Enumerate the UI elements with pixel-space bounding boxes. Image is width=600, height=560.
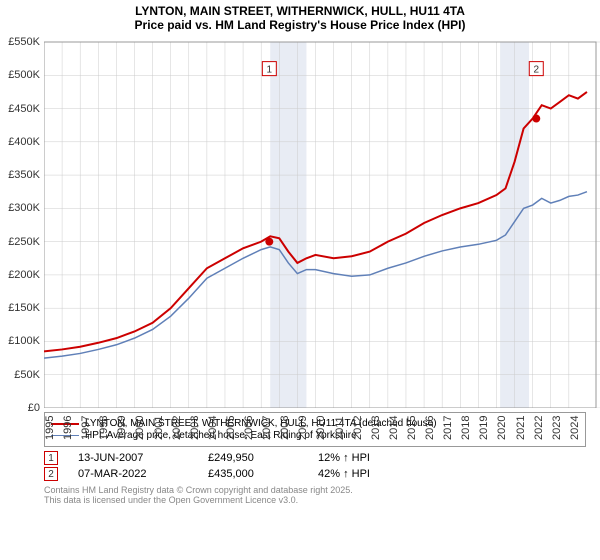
x-tick-label: 2013 [370,416,382,440]
x-tick-label: 1998 [98,416,110,440]
x-tick-label: 2020 [496,416,508,440]
chart-title: LYNTON, MAIN STREET, WITHERNWICK, HULL, … [4,4,596,32]
y-tick-label: £450K [8,103,40,115]
y-tick-label: £250K [8,236,40,248]
x-tick-label: 2022 [533,416,545,440]
svg-text:1: 1 [267,65,273,76]
marker-badge: 1 [44,451,58,465]
marker-pct: 12% ↑ HPI [318,452,370,464]
y-tick-label: £200K [8,269,40,281]
marker-row: 2 07-MAR-2022 £435,000 42% ↑ HPI [44,467,586,481]
x-tick-label: 2015 [406,416,418,440]
y-tick-label: £50K [14,369,40,381]
x-tick-label: 1997 [80,416,92,440]
marker-row: 1 13-JUN-2007 £249,950 12% ↑ HPI [44,451,586,465]
x-tick-label: 2006 [243,416,255,440]
x-tick-label: 1996 [62,416,74,440]
x-tick-label: 2012 [352,416,364,440]
title-line1: LYNTON, MAIN STREET, WITHERNWICK, HULL, … [4,4,596,18]
footer-line2: This data is licensed under the Open Gov… [44,495,586,505]
x-tick-label: 2000 [134,416,146,440]
y-tick-label: £550K [8,36,40,48]
x-tick-label: 2003 [189,416,201,440]
x-tick-label: 2011 [334,416,346,440]
x-tick-label: 1995 [44,416,56,440]
x-tick-label: 2023 [551,416,563,440]
x-tick-label: 2019 [478,416,490,440]
footer: Contains HM Land Registry data © Crown c… [44,485,586,505]
x-tick-label: 2008 [279,416,291,440]
x-tick-label: 2002 [171,416,183,440]
marker-price: £435,000 [208,468,298,480]
marker-date: 07-MAR-2022 [78,468,188,480]
x-tick-label: 2001 [153,416,165,440]
y-tick-label: £0 [28,402,40,414]
x-tick-label: 2018 [460,416,472,440]
x-tick-label: 2014 [388,416,400,440]
y-tick-label: £100K [8,335,40,347]
x-tick-label: 2005 [225,416,237,440]
marker-price: £249,950 [208,452,298,464]
marker-date: 13-JUN-2007 [78,452,188,464]
x-tick-label: 1999 [116,416,128,440]
plot-svg: 12 [44,38,600,408]
y-tick-label: £150K [8,302,40,314]
x-tick-label: 2016 [424,416,436,440]
y-tick-label: £350K [8,169,40,181]
x-tick-label: 2021 [515,416,527,440]
x-tick-label: 2024 [569,416,581,440]
y-tick-label: £500K [8,69,40,81]
x-tick-label: 2010 [315,416,327,440]
x-tick-label: 2017 [442,416,454,440]
x-tick-label: 2007 [261,416,273,440]
y-tick-label: £300K [8,202,40,214]
marker-pct: 42% ↑ HPI [318,468,370,480]
x-tick-label: 2004 [207,416,219,440]
marker-badge: 2 [44,467,58,481]
marker-rows: 1 13-JUN-2007 £249,950 12% ↑ HPI 2 07-MAR… [4,451,596,481]
plot-area: 12 £0£50K£100K£150K£200K£250K£300K£350K£… [44,38,600,408]
svg-text:2: 2 [533,65,539,76]
x-tick-label: 2009 [297,416,309,440]
chart-container: LYNTON, MAIN STREET, WITHERNWICK, HULL, … [0,0,600,560]
footer-line1: Contains HM Land Registry data © Crown c… [44,485,586,495]
title-line2: Price paid vs. HM Land Registry's House … [4,18,596,32]
y-tick-label: £400K [8,136,40,148]
